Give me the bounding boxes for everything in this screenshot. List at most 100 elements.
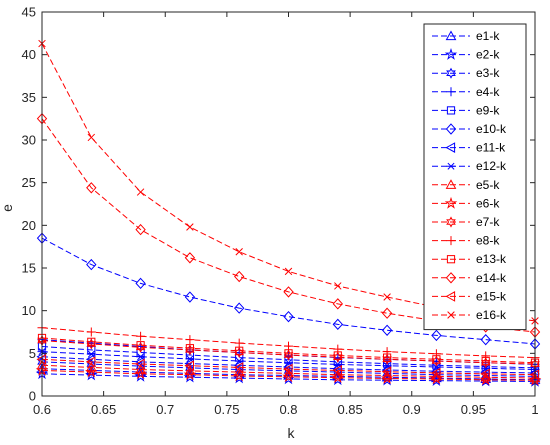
- data-point-e14-k-3: [184, 252, 196, 264]
- data-point-e10-k-8: [431, 329, 442, 342]
- series-line-e13-k: [41, 337, 536, 364]
- y-tick-label: 35: [22, 90, 36, 105]
- legend-marker: [446, 87, 456, 97]
- data-point-e13-k-8: [432, 355, 441, 364]
- legend-marker: [445, 291, 456, 302]
- legend-item-e1-k: e1-k: [432, 29, 500, 43]
- legend-marker: [446, 236, 456, 246]
- data-point-e6-k-1: [85, 365, 98, 378]
- data-point-e14-k-1: [86, 182, 97, 194]
- legend-item-e2-k: e2-k: [432, 48, 500, 62]
- x-tick-label: 1: [531, 402, 538, 417]
- data-point-e2-k-2: [134, 369, 147, 382]
- data-point-e16-k-7: [383, 293, 391, 301]
- legend-marker: [444, 48, 458, 60]
- legend-label: e9-k: [476, 103, 500, 117]
- legend-item-e14-k: e14-k: [432, 271, 507, 285]
- legend-box: [423, 23, 527, 331]
- axes-layer: 0.6 0.65 0.7 0.75 0.8 0.85 0.9 0.95 105101520253…: [22, 5, 539, 418]
- legend-marker: [445, 30, 457, 41]
- data-point-e5-k-2: [135, 364, 146, 374]
- data-point-e13-k-3: [185, 344, 195, 353]
- y-tick-label: 0: [29, 389, 36, 404]
- data-point-e6-k-6: [331, 371, 345, 383]
- legend-label: e1-k: [476, 29, 500, 43]
- data-point-e8-k-9: [481, 351, 491, 361]
- series-line-e15-k: [41, 358, 536, 376]
- data-point-e8-k-3: [185, 335, 195, 345]
- data-point-e13-k-2: [136, 341, 145, 350]
- data-point-e2-k-3: [183, 370, 197, 383]
- data-point-e13-k-7: [383, 353, 392, 362]
- legend-label: e12-k: [476, 159, 507, 173]
- data-point-e10-k-6: [332, 318, 343, 331]
- legend-label: e8-k: [476, 234, 500, 248]
- data-point-e6-k-7: [380, 371, 394, 384]
- legend-item-e12-k: e12-k: [432, 159, 507, 173]
- data-point-e10-k-4: [234, 302, 245, 314]
- legend-item-e15-k: e15-k: [432, 289, 507, 303]
- data-point-e6-k-2: [134, 367, 147, 380]
- data-point-e12-k-3: [185, 355, 195, 363]
- data-point-e13-k-4: [235, 346, 244, 355]
- legend-marker: [445, 142, 456, 153]
- data-point-e14-k-7: [381, 307, 393, 319]
- legend-label: e3-k: [476, 66, 500, 80]
- legend: e1-k e2-k e3-k e4-k e9-k e10-k e11-k e12-k e5-k e…: [423, 23, 527, 331]
- data-point-e8-k-1: [86, 327, 96, 337]
- data-point-e13-k-1: [87, 337, 96, 346]
- x-tick-label: 0.9: [403, 402, 421, 417]
- data-point-e15-k-9: [480, 368, 490, 380]
- data-point-e5-k-8: [431, 370, 442, 381]
- data-point-e15-k-8: [430, 367, 441, 379]
- legend-marker: [446, 106, 456, 115]
- y-tick-label: 5: [29, 346, 36, 361]
- legend-label: e14-k: [476, 271, 507, 285]
- data-point-e12-k-1: [86, 350, 96, 358]
- data-point-e10-k-1: [86, 258, 97, 271]
- y-axis-title: e: [0, 204, 15, 212]
- data-point-e16-k-2: [136, 188, 145, 196]
- x-tick-label: 0.8: [279, 402, 297, 417]
- legend-label: e15-k: [476, 289, 507, 303]
- legend-label: e10-k: [476, 122, 507, 136]
- data-point-e12-k-2: [136, 353, 146, 361]
- data-point-e15-k-7: [381, 366, 392, 378]
- data-point-e8-k-7: [382, 347, 392, 357]
- y-tick-label: 30: [22, 133, 36, 148]
- series-line-e10-k: [41, 237, 536, 345]
- data-point-e16-k-1: [87, 133, 96, 142]
- data-point-e14-k-4: [234, 270, 245, 283]
- data-point-e15-k-3: [184, 360, 194, 372]
- data-point-e16-k-6: [334, 282, 342, 290]
- legend-item-e8-k: e8-k: [432, 234, 500, 248]
- x-tick-label: 0.75: [214, 402, 239, 417]
- x-tick-label: 0.6: [33, 402, 51, 417]
- legend-label: e6-k: [476, 196, 500, 210]
- series-line-e7-k: [41, 340, 536, 365]
- data-point-e16-k-5: [284, 267, 293, 276]
- data-point-e14-k-5: [283, 286, 294, 298]
- legend-item-e11-k: e11-k: [432, 141, 506, 155]
- legend-item-e13-k: e13-k: [432, 252, 507, 266]
- data-point-e10-k-2: [135, 277, 146, 290]
- legend-item-e10-k: e10-k: [432, 122, 507, 136]
- y-tick-label: 25: [22, 175, 36, 190]
- legend-marker: [446, 255, 456, 264]
- y-tick-label: 15: [22, 261, 36, 276]
- y-tick-label: 20: [22, 218, 36, 233]
- legend-marker: [445, 272, 457, 284]
- legend-label: e16-k: [476, 308, 507, 322]
- legend-marker: [446, 67, 456, 79]
- legend-label: e2-k: [476, 48, 500, 62]
- series-e10-k: [36, 232, 541, 350]
- data-point-e6-k-4: [232, 369, 246, 382]
- data-point-e8-k-5: [284, 341, 293, 351]
- data-point-e8-k-4: [234, 338, 244, 348]
- x-tick-label: 0.7: [156, 402, 174, 417]
- legend-item-e5-k: e5-k: [432, 178, 500, 192]
- data-point-e12-k-4: [234, 357, 244, 365]
- data-point-e6-k-5: [282, 370, 295, 383]
- legend-item-e6-k: e6-k: [432, 196, 500, 210]
